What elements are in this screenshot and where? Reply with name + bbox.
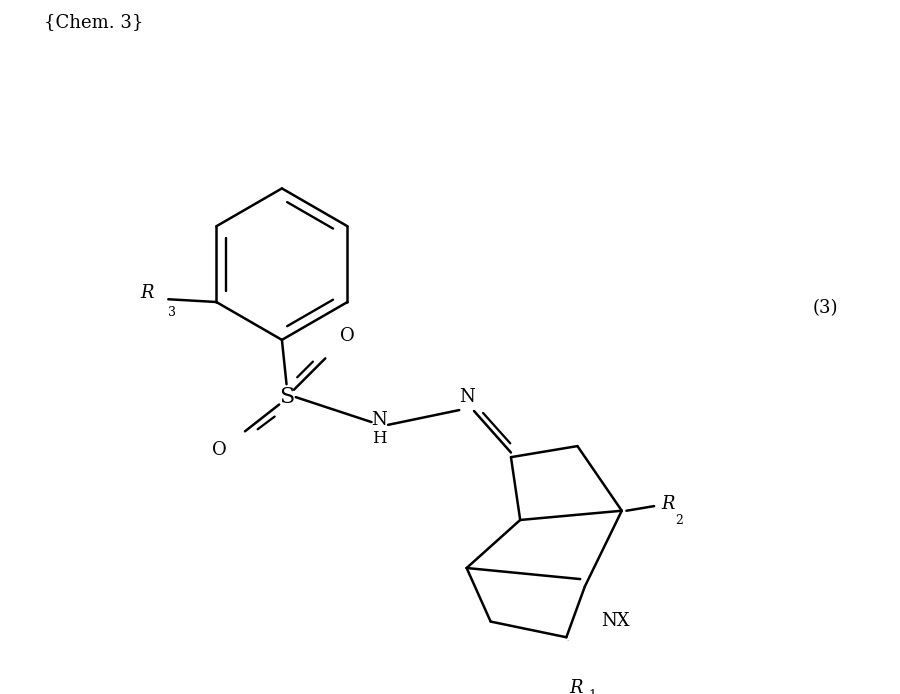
Text: O: O xyxy=(340,327,355,345)
Text: O: O xyxy=(212,441,227,459)
Text: 3: 3 xyxy=(168,305,176,319)
Text: H: H xyxy=(372,430,386,447)
Text: R: R xyxy=(569,679,582,694)
Text: N: N xyxy=(459,388,474,406)
Text: N: N xyxy=(371,412,387,429)
Text: (3): (3) xyxy=(813,300,838,317)
Text: S: S xyxy=(279,386,294,408)
Text: R: R xyxy=(140,284,154,302)
Text: R: R xyxy=(662,496,675,514)
Text: 1: 1 xyxy=(589,689,597,694)
Text: 2: 2 xyxy=(675,514,683,527)
Text: {Chem. 3}: {Chem. 3} xyxy=(43,13,143,31)
Text: NX: NX xyxy=(601,611,630,629)
